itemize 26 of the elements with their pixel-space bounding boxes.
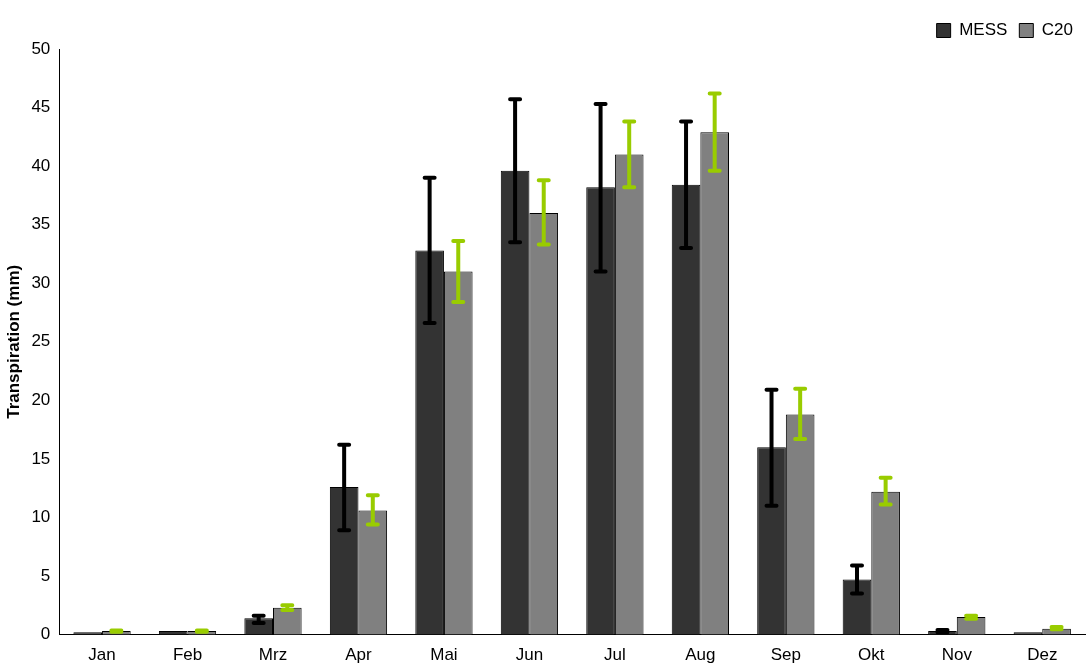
x-tick-label: Apr xyxy=(345,645,373,665)
x-tick-label: Okt xyxy=(858,645,885,665)
x-tick-label: Sep xyxy=(770,645,801,665)
y-tick-label: 40 xyxy=(31,155,51,175)
y-tick-label: 50 xyxy=(31,38,51,58)
x-tick-label: Jan xyxy=(88,645,116,665)
x-tick-label: Aug xyxy=(685,645,716,665)
y-tick-label: 5 xyxy=(40,565,51,585)
x-tick-label: Mrz xyxy=(258,645,288,665)
x-tick-label: Nov xyxy=(941,645,973,665)
y-tick-label: 35 xyxy=(31,214,51,234)
legend-label: MESS xyxy=(959,20,1008,40)
y-tick-label: 30 xyxy=(31,272,51,292)
legend-label: C20 xyxy=(1041,20,1073,40)
x-tick-label: Mai xyxy=(430,645,458,665)
y-axis-title: Transpiration (mm) xyxy=(3,264,23,419)
x-tick-label: Feb xyxy=(172,645,203,665)
x-tick-label: Jul xyxy=(604,645,626,665)
y-tick-label: 10 xyxy=(31,507,51,527)
x-tick-label: Dez xyxy=(1027,645,1058,665)
x-tick-label: Jun xyxy=(515,645,544,665)
y-tick-label: 0 xyxy=(40,624,51,644)
y-tick-label: 25 xyxy=(31,331,51,351)
y-tick-label: 15 xyxy=(31,448,51,468)
y-tick-label: 45 xyxy=(31,97,51,117)
y-tick-label: 20 xyxy=(31,390,51,410)
